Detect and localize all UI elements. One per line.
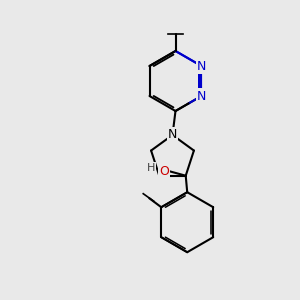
Text: H: H <box>146 163 155 173</box>
Text: N: N <box>197 89 206 103</box>
Text: O: O <box>159 165 169 178</box>
Text: N: N <box>168 128 177 142</box>
Text: N: N <box>197 59 206 73</box>
